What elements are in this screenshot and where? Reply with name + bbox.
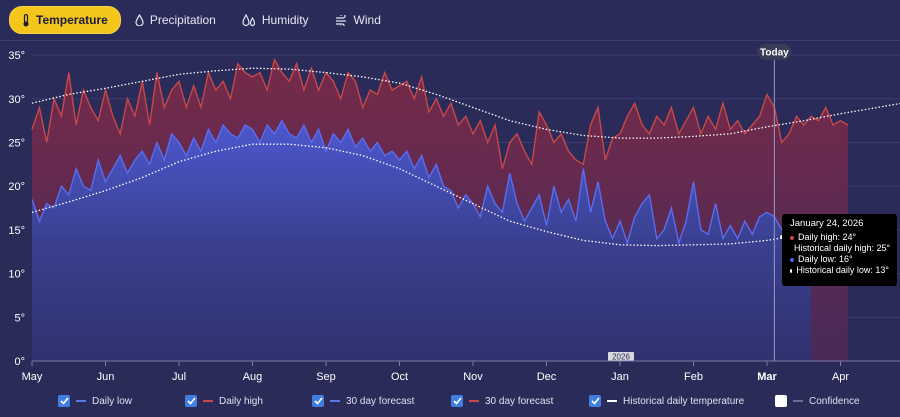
today-badge: Today (757, 44, 792, 60)
tooltip-row: Daily low: 16° (790, 254, 889, 265)
y-tick-label: 25° (8, 138, 25, 150)
chart-legend: Daily low Daily high 30 day forecast 30 … (0, 392, 900, 412)
y-tick-label: 30° (8, 94, 25, 106)
tab-precipitation[interactable]: Precipitation (123, 7, 228, 33)
temperature-chart: 0° 5° 10° 15° 20° 25° 30° 35° Today 2026 May Jun… (8, 44, 900, 383)
legend-forecast-low[interactable]: 30 day forecast (312, 392, 414, 410)
tooltip-row-label: Daily low: 16° (798, 254, 853, 264)
tab-label: Wind (353, 13, 381, 27)
year-marker: 2026 (608, 352, 634, 362)
tooltip-row-label: Historical daily low: 13° (796, 265, 889, 275)
x-tick-label: May (22, 371, 43, 383)
y-axis: 0° 5° 10° 15° 20° 25° 30° 35° (8, 50, 25, 368)
legend-label: 30 day forecast (485, 395, 554, 407)
x-tick-label: Aug (243, 371, 263, 383)
y-tick-label: 0° (14, 356, 25, 368)
wind-icon (335, 14, 346, 26)
x-tick-label: Jun (97, 371, 115, 383)
daily-low-line (31, 119, 812, 246)
x-tick-label: Dec (537, 371, 557, 383)
tab-label: Humidity (261, 13, 309, 27)
tooltip-row-label: Daily high: 24° (798, 232, 857, 242)
x-tick-label: Jul (172, 371, 186, 383)
y-tick-label: 15° (8, 225, 25, 237)
y-tick-label: 35° (8, 50, 25, 62)
tooltip-title: January 24, 2026 (790, 218, 864, 229)
tab-wind[interactable]: Wind (323, 7, 393, 33)
chart-type-tabs: Temperature Precipitation Humidity Wind (9, 6, 395, 34)
y-tick-label: 5° (14, 312, 25, 324)
header-divider (0, 40, 900, 41)
legend-forecast-high[interactable]: 30 day forecast (451, 392, 553, 410)
historical-high-line (31, 67, 900, 139)
tooltip-row: Historical daily high: 25° (790, 243, 891, 254)
legend-label: Daily high (219, 395, 263, 407)
checkbox-icon[interactable] (775, 395, 787, 407)
tab-label: Precipitation (149, 13, 216, 27)
x-tick-label: Nov (463, 371, 483, 383)
legend-swatch (607, 400, 617, 402)
legend-label: Daily low (92, 395, 133, 407)
legend-swatch (330, 400, 340, 402)
thermometer-icon (23, 13, 29, 26)
checkbox-icon[interactable] (185, 395, 197, 407)
series-dot (790, 268, 793, 273)
checkbox-icon[interactable] (589, 395, 601, 407)
series-dot (790, 257, 794, 262)
today-label: Today (760, 48, 789, 59)
checkbox-icon[interactable] (58, 395, 70, 407)
tooltip-row: Daily high: 24° (790, 232, 889, 243)
tab-label: Temperature (36, 13, 108, 27)
x-tick-label: Sep (316, 371, 336, 383)
x-tick-label: Jan (611, 371, 629, 383)
legend-label: Confidence (809, 395, 860, 407)
tooltip-row-label: Historical daily high: 25° (794, 243, 891, 253)
legend-swatch (76, 400, 86, 402)
y-tick-label: 20° (8, 181, 25, 193)
legend-swatch (793, 400, 803, 402)
legend-swatch (469, 400, 479, 402)
tooltip-row: Historical daily low: 13° (790, 265, 889, 276)
humidity-icon (242, 13, 255, 26)
legend-historical[interactable]: Historical daily temperature (589, 392, 744, 410)
legend-label: Historical daily temperature (623, 395, 745, 407)
x-tick-label: Feb (684, 371, 703, 383)
x-tick-label: Mar (757, 371, 777, 383)
checkbox-icon[interactable] (451, 395, 463, 407)
year-marker-label: 2026 (612, 353, 630, 362)
legend-label: 30 day forecast (346, 395, 415, 407)
legend-swatch (203, 400, 213, 402)
y-tick-label: 10° (8, 269, 25, 281)
tab-humidity[interactable]: Humidity (230, 7, 321, 33)
x-axis: May Jun Jul Aug Sep Oct Nov Dec Jan Feb Mar Apr (22, 361, 849, 383)
x-tick-label: Apr (832, 371, 849, 383)
legend-confidence[interactable]: Confidence (775, 392, 860, 410)
series-dot (790, 235, 794, 240)
x-tick-label: Oct (391, 371, 408, 383)
droplet-icon (135, 14, 144, 26)
legend-daily-high[interactable]: Daily high (185, 392, 263, 410)
tab-temperature[interactable]: Temperature (9, 6, 121, 34)
data-tooltip: January 24, 2026 Daily high: 24° Histori… (782, 214, 897, 286)
legend-daily-low[interactable]: Daily low (58, 392, 132, 410)
daily-high-line (31, 57, 849, 169)
daily-low-area (32, 120, 812, 361)
checkbox-icon[interactable] (312, 395, 324, 407)
